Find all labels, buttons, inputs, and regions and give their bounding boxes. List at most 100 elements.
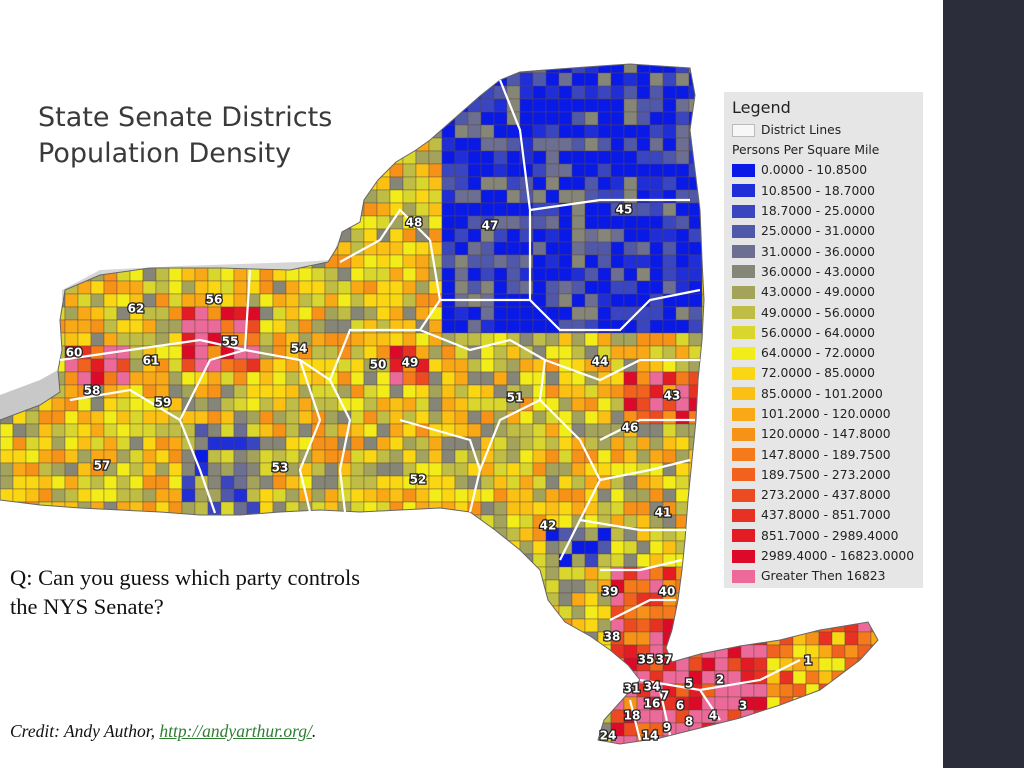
density-cell (194, 644, 209, 659)
density-cell (246, 683, 261, 698)
density-cell (545, 657, 560, 672)
density-cell (25, 176, 40, 191)
density-cell (870, 735, 878, 744)
density-cell (493, 631, 508, 646)
density-cell (806, 749, 819, 762)
density-cell (129, 319, 144, 334)
density-cell (675, 332, 690, 347)
density-cell (662, 137, 677, 152)
density-cell (363, 72, 378, 87)
density-cell (545, 449, 560, 464)
density-cell (662, 540, 677, 555)
density-cell (246, 488, 261, 503)
density-cell (428, 488, 443, 503)
density-cell (64, 202, 79, 217)
density-cell (168, 527, 183, 542)
density-cell (480, 267, 495, 282)
density-cell (480, 579, 495, 594)
density-cell (884, 73, 897, 86)
density-cell (194, 631, 209, 646)
density-cell (623, 722, 638, 737)
legend: Legend District Lines Persons Per Square… (724, 92, 923, 588)
density-cell (129, 540, 144, 555)
density-cell (155, 462, 170, 477)
density-cell (155, 228, 170, 243)
legend-label: 36.0000 - 43.0000 (761, 264, 875, 279)
density-cell (272, 436, 287, 451)
density-cell (467, 514, 482, 529)
density-cell (194, 410, 209, 425)
credit-link[interactable]: http://andyarthur.org/ (159, 721, 312, 741)
density-cell (77, 644, 92, 659)
density-cell (714, 605, 729, 620)
legend-label: 147.8000 - 189.7500 (761, 447, 891, 462)
density-cell (259, 358, 274, 373)
density-cell (636, 631, 651, 646)
density-cell (25, 319, 40, 334)
density-cell (467, 267, 482, 282)
density-cell (38, 332, 53, 347)
density-cell (77, 527, 92, 542)
density-cell (142, 228, 157, 243)
density-cell (194, 85, 209, 100)
density-cell (259, 280, 274, 295)
density-cell (454, 527, 469, 542)
density-cell (246, 670, 261, 685)
density-cell (116, 332, 131, 347)
density-cell (142, 683, 157, 698)
density-cell (64, 475, 79, 490)
density-cell (116, 423, 131, 438)
density-cell (610, 462, 625, 477)
density-cell (220, 306, 235, 321)
density-cell (12, 514, 27, 529)
density-cell (584, 254, 599, 269)
density-cell (25, 202, 40, 217)
density-cell (714, 64, 729, 74)
density-cell (0, 462, 14, 477)
density-cell (493, 254, 508, 269)
density-cell (753, 592, 768, 607)
density-cell (597, 709, 612, 724)
density-cell (25, 540, 40, 555)
density-cell (233, 306, 248, 321)
density-cell (363, 384, 378, 399)
density-cell (389, 137, 404, 152)
district-label: 52 (410, 473, 427, 487)
density-cell (441, 345, 456, 360)
density-cell (545, 163, 560, 178)
legend-label: 56.0000 - 64.0000 (761, 325, 875, 340)
density-cell (194, 345, 209, 360)
density-cell (558, 176, 573, 191)
density-cell (415, 111, 430, 126)
density-cell (884, 697, 897, 710)
density-cell (454, 501, 469, 516)
density-cell (688, 319, 703, 334)
density-cell (220, 423, 235, 438)
density-cell (298, 176, 313, 191)
density-cell (259, 475, 274, 490)
density-cell (844, 605, 859, 620)
density-cell (701, 605, 716, 620)
density-cell (467, 163, 482, 178)
density-cell (402, 85, 417, 100)
density-cell (454, 306, 469, 321)
density-cell (714, 618, 729, 633)
density-cell (298, 644, 313, 659)
density-cell (155, 514, 170, 529)
density-cell (623, 631, 638, 646)
density-cell (363, 267, 378, 282)
density-cell (584, 280, 599, 295)
density-cell (649, 540, 664, 555)
density-cell (701, 332, 716, 347)
density-cell (571, 735, 586, 744)
density-cell (51, 332, 66, 347)
density-cell (12, 371, 27, 386)
density-cell (558, 267, 573, 282)
density-cell (675, 72, 690, 87)
density-cell (402, 670, 417, 685)
density-cell (25, 449, 40, 464)
density-cell (298, 514, 313, 529)
map-title-line-1: State Senate Districts (38, 102, 333, 133)
density-cell (454, 150, 469, 165)
density-cell (571, 85, 586, 100)
